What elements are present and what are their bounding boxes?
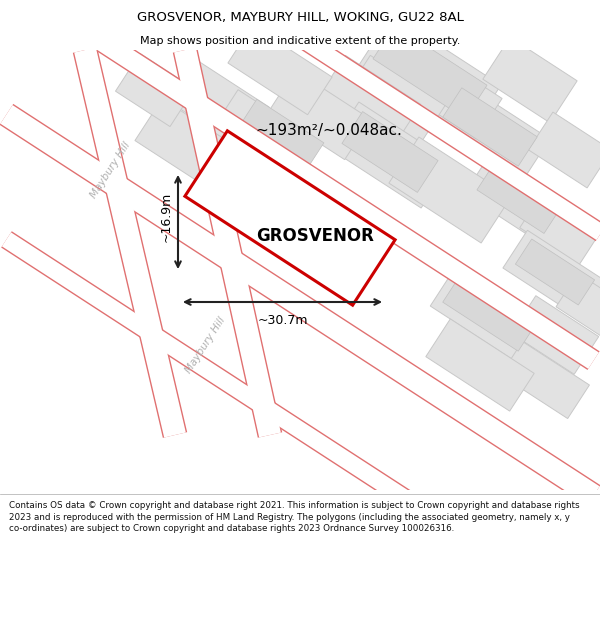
Polygon shape — [515, 239, 595, 305]
Polygon shape — [236, 99, 324, 175]
Polygon shape — [443, 273, 537, 351]
Text: ~16.9m: ~16.9m — [160, 192, 173, 242]
Polygon shape — [269, 71, 371, 159]
Polygon shape — [511, 296, 599, 374]
Polygon shape — [556, 273, 600, 337]
Polygon shape — [329, 102, 451, 208]
Text: GROSVENOR, MAYBURY HILL, WOKING, GU22 8AL: GROSVENOR, MAYBURY HILL, WOKING, GU22 8A… — [137, 11, 463, 24]
Polygon shape — [359, 14, 501, 136]
Polygon shape — [430, 79, 550, 181]
Polygon shape — [228, 25, 332, 115]
Text: Maybury Hill: Maybury Hill — [183, 315, 227, 375]
Polygon shape — [135, 99, 225, 181]
Polygon shape — [443, 88, 537, 166]
Polygon shape — [477, 161, 563, 234]
Polygon shape — [373, 25, 487, 119]
Text: ~193m²/~0.048ac.: ~193m²/~0.048ac. — [255, 122, 402, 138]
Text: Maybury Hill: Maybury Hill — [88, 140, 132, 200]
Polygon shape — [464, 152, 575, 248]
Text: GROSVENOR: GROSVENOR — [256, 227, 374, 245]
Polygon shape — [426, 319, 534, 411]
Polygon shape — [529, 112, 600, 188]
Polygon shape — [208, 90, 322, 190]
Polygon shape — [388, 41, 502, 139]
Polygon shape — [520, 194, 600, 266]
Polygon shape — [342, 111, 438, 192]
Polygon shape — [344, 56, 446, 144]
Text: ~30.7m: ~30.7m — [257, 314, 308, 327]
Text: Map shows position and indicative extent of the property.: Map shows position and indicative extent… — [140, 36, 460, 46]
Polygon shape — [503, 230, 600, 320]
Polygon shape — [319, 56, 421, 144]
Polygon shape — [500, 341, 589, 419]
Polygon shape — [171, 61, 269, 149]
Polygon shape — [483, 38, 577, 122]
Polygon shape — [430, 264, 550, 366]
Polygon shape — [389, 137, 511, 243]
Polygon shape — [185, 131, 395, 305]
Text: Contains OS data © Crown copyright and database right 2021. This information is : Contains OS data © Crown copyright and d… — [9, 501, 580, 533]
Polygon shape — [115, 53, 194, 127]
